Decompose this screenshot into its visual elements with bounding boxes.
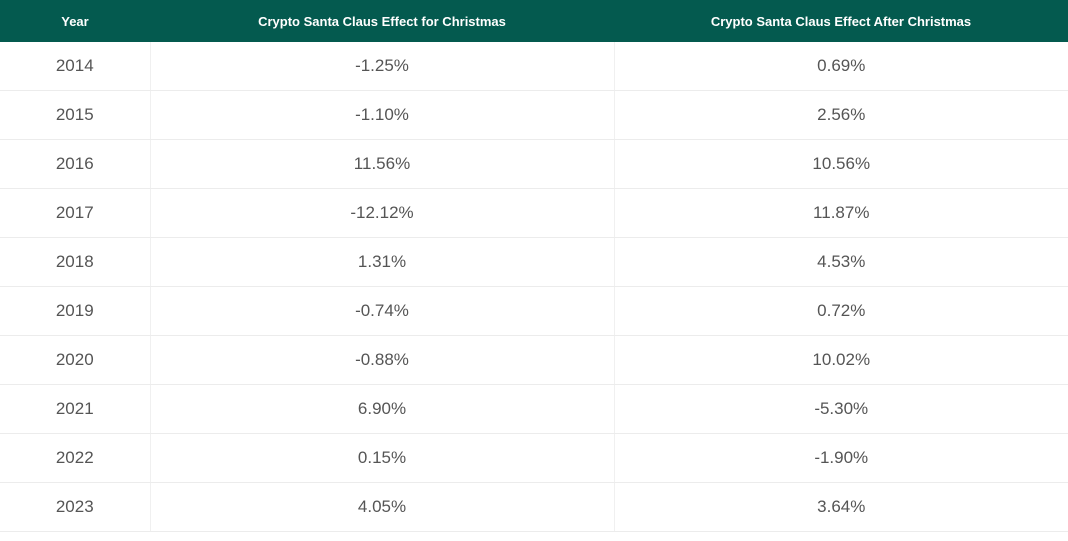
value-cell: 1.31% — [149, 237, 614, 287]
table-row: 2021 6.90% -5.30% — [0, 384, 1068, 434]
year-cell: 2015 — [0, 90, 150, 140]
table-row: 2017 -12.12% 11.87% — [0, 188, 1068, 238]
value-cell: 0.69% — [613, 42, 1068, 91]
year-cell: 2021 — [0, 384, 150, 434]
value-cell: 3.64% — [613, 482, 1068, 532]
value-cell: 10.02% — [613, 335, 1068, 385]
table-row: 2022 0.15% -1.90% — [0, 433, 1068, 483]
header-row: Year Crypto Santa Claus Effect for Christ… — [0, 0, 1068, 42]
value-cell: 4.05% — [149, 482, 614, 532]
value-cell: -5.30% — [613, 384, 1068, 434]
value-cell: -0.74% — [149, 286, 614, 336]
year-cell: 2014 — [0, 42, 150, 91]
value-cell: 0.72% — [613, 286, 1068, 336]
value-cell: 10.56% — [613, 139, 1068, 189]
value-cell: 6.90% — [149, 384, 614, 434]
value-cell: 2.56% — [613, 90, 1068, 140]
table-header: Year Crypto Santa Claus Effect for Christ… — [0, 0, 1068, 42]
value-cell: 11.87% — [613, 188, 1068, 238]
value-cell: 11.56% — [149, 139, 614, 189]
header-cell: Year — [0, 0, 150, 42]
header-cell: Crypto Santa Claus Effect for Christmas — [150, 0, 614, 42]
table-row: 2019 -0.74% 0.72% — [0, 286, 1068, 336]
value-cell: -0.88% — [149, 335, 614, 385]
value-cell: -1.10% — [149, 90, 614, 140]
value-cell: -1.25% — [149, 42, 614, 91]
table-row: 2023 4.05% 3.64% — [0, 482, 1068, 532]
year-cell: 2020 — [0, 335, 150, 385]
year-cell: 2017 — [0, 188, 150, 238]
value-cell: -1.90% — [613, 433, 1068, 483]
year-cell: 2022 — [0, 433, 150, 483]
value-cell: 0.15% — [149, 433, 614, 483]
year-cell: 2019 — [0, 286, 150, 336]
table-row: 2014 -1.25% 0.69% — [0, 42, 1068, 91]
year-cell: 2016 — [0, 139, 150, 189]
table-row: 2016 11.56% 10.56% — [0, 139, 1068, 189]
year-cell: 2018 — [0, 237, 150, 287]
table-body: 2014 -1.25% 0.69% 2015 -1.10% 2.56% 2016 11.56%… — [0, 42, 1068, 532]
header-cell: Crypto Santa Claus Effect After Christma… — [614, 0, 1068, 42]
table-row: 2015 -1.10% 2.56% — [0, 90, 1068, 140]
value-cell: -12.12% — [149, 188, 614, 238]
year-cell: 2023 — [0, 482, 150, 532]
value-cell: 4.53% — [613, 237, 1068, 287]
table-row: 2020 -0.88% 10.02% — [0, 335, 1068, 385]
table-row: 2018 1.31% 4.53% — [0, 237, 1068, 287]
